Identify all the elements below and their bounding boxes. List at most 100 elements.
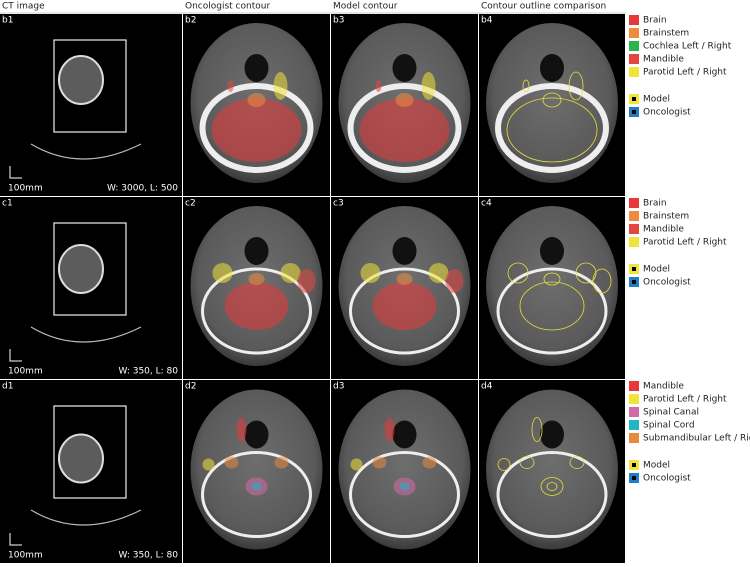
contour	[247, 93, 266, 107]
scale-label: 100mm	[8, 367, 43, 377]
airway	[244, 237, 269, 265]
legend-swatch	[629, 433, 639, 443]
skull	[347, 83, 462, 173]
contour-outline	[522, 79, 530, 93]
airway	[244, 54, 269, 82]
legend-swatch	[629, 211, 639, 221]
scale-bar	[9, 349, 22, 362]
panel-label: b3	[333, 16, 344, 26]
contour	[248, 273, 265, 285]
legend-label: Mandible	[643, 382, 684, 392]
contour	[251, 482, 262, 491]
panel-label: d3	[333, 382, 344, 392]
legend-label: Spinal Cord	[643, 421, 695, 431]
skull	[199, 83, 314, 173]
contour	[421, 72, 436, 100]
airway	[540, 420, 564, 449]
contour	[359, 98, 450, 162]
contour	[274, 456, 289, 469]
couch	[30, 509, 142, 526]
contour	[280, 263, 301, 283]
comparison-label: Oncologist	[643, 278, 691, 288]
contour	[399, 482, 410, 491]
head	[190, 389, 323, 550]
column-header: Oncologist contour	[185, 2, 270, 12]
contour-outline	[592, 268, 612, 294]
panel-label: c4	[481, 199, 492, 209]
skull	[349, 267, 460, 355]
contour	[202, 458, 215, 471]
skull	[201, 267, 312, 355]
couch	[30, 326, 142, 343]
zoom-box	[53, 39, 127, 133]
legend-swatch	[629, 407, 639, 417]
contour-outline	[540, 477, 564, 496]
contour	[350, 458, 363, 471]
column-header: Model contour	[333, 2, 398, 12]
skull	[349, 451, 460, 538]
panel-label: d2	[185, 382, 196, 392]
legend-label: Cochlea Left / Right	[643, 42, 732, 52]
panel-label: c1	[2, 199, 13, 209]
contour	[396, 273, 413, 285]
contour	[211, 98, 302, 162]
contour-outline	[569, 456, 585, 469]
contour	[236, 417, 247, 442]
column-header: CT image	[2, 2, 45, 12]
legend-label: Brainstem	[643, 212, 689, 222]
contour-outline	[507, 262, 529, 284]
skull	[201, 451, 312, 538]
head	[58, 433, 104, 484]
legend-swatch	[629, 41, 639, 51]
contour	[297, 269, 316, 293]
comparison-swatch-center	[632, 267, 636, 271]
legend-label: Brainstem	[643, 29, 689, 39]
airway	[244, 420, 269, 449]
legend-swatch	[629, 198, 639, 208]
contour-outline	[543, 272, 561, 286]
contour	[445, 269, 464, 293]
contour	[375, 80, 382, 92]
comparison-label: Oncologist	[643, 474, 691, 484]
zoom-box	[53, 405, 127, 499]
legend-label: Spinal Canal	[643, 408, 699, 418]
panel-label: b2	[185, 16, 196, 26]
panel-label: c2	[185, 199, 196, 209]
contour	[212, 263, 233, 283]
contour-outline	[575, 262, 597, 284]
head	[486, 389, 618, 550]
column-header: Contour outline comparison	[481, 2, 606, 12]
panel-label: d4	[481, 382, 493, 392]
airway	[392, 54, 417, 82]
comparison-swatch-center	[632, 476, 636, 480]
comparison-label: Model	[643, 95, 670, 105]
contour	[224, 282, 289, 330]
contour-outline	[546, 482, 558, 491]
contour	[273, 72, 288, 100]
legend-swatch	[629, 237, 639, 247]
legend-swatch	[629, 28, 639, 38]
contour	[227, 80, 234, 92]
comparison-label: Model	[643, 265, 670, 275]
window-label: W: 3000, L: 500	[107, 184, 178, 194]
legend-swatch	[629, 394, 639, 404]
legend-label: Parotid Left / Right	[643, 68, 727, 78]
contour	[422, 456, 437, 469]
scale-label: 100mm	[8, 184, 43, 194]
legend-label: Brain	[643, 16, 667, 26]
legend-swatch	[629, 54, 639, 64]
comparison-swatch-center	[632, 463, 636, 467]
comparison-swatch-center	[632, 280, 636, 284]
contour-outline	[568, 71, 584, 101]
legend-label: Mandible	[643, 225, 684, 235]
airway	[392, 237, 417, 265]
contour-outline	[531, 417, 543, 442]
contour-outline	[542, 92, 562, 108]
airway	[540, 237, 564, 265]
legend-swatch	[629, 67, 639, 77]
skull	[495, 83, 609, 173]
panel-label: d1	[2, 382, 13, 392]
zoom-box	[53, 222, 127, 316]
scale-label: 100mm	[8, 551, 43, 561]
